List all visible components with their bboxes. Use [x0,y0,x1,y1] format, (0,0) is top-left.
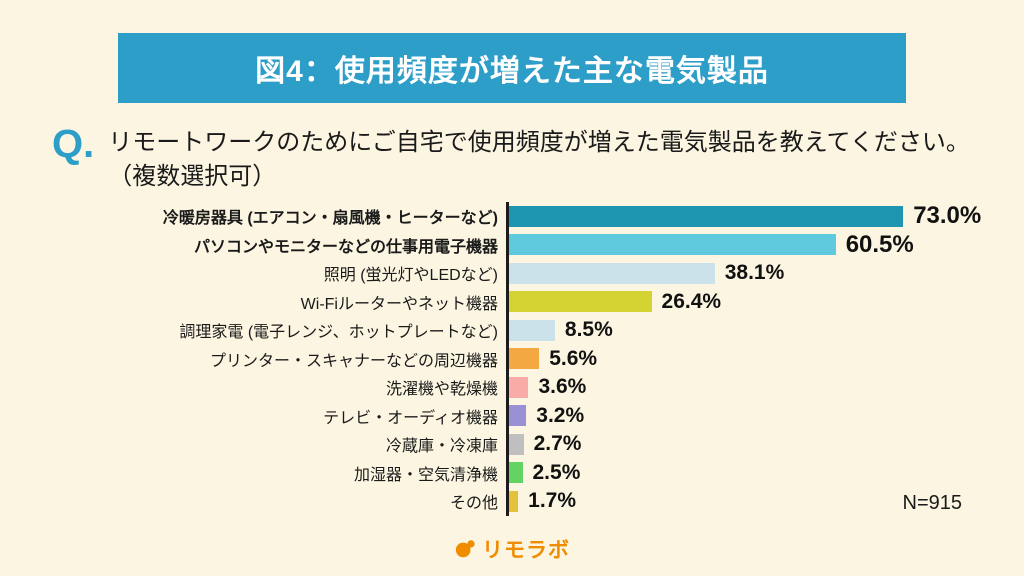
bar-category-label: プリンター・スキャナーなどの周辺機器 [209,352,498,370]
bar-value-label: 5.6% [549,346,598,370]
chart-row: パソコンやモニターなどの仕事用電子機器 60.5% [38,230,998,259]
remolab-logo-text: リモラボ [482,539,570,562]
bar-category-label: Wi-Fiルーターやネット機器 [300,295,498,313]
bar [509,433,524,455]
bar [509,291,652,313]
chart-row: 洗濯機や乾燥機 3.6% [38,373,998,402]
bar [509,234,836,256]
bar-value-label: 38.1% [724,261,785,285]
bar-value-label: 8.5% [564,318,613,342]
chart-row: その他 1.7% [38,487,998,516]
chart-rows: 冷暖房器具 (エアコン・扇風機・ヒーターなど) 73.0% パソコンやモニターなどの… [38,202,998,516]
bar-track: 73.0% [506,202,998,231]
remolab-logo-icon [454,538,476,560]
chart-row: プリンター・スキャナーなどの周辺機器 5.6% [38,344,998,373]
question-mark-label: Q. [52,122,95,166]
bar-track: 38.1% [506,259,998,288]
bar-track: 8.5% [506,316,998,345]
question-line2: （複数選択可） [108,163,277,190]
bar [509,205,904,227]
chart-title-banner: 図4：使用頻度が増えた主な電気製品 [118,33,906,103]
bar-category-label: パソコンやモニターなどの仕事用電子機器 [193,238,498,256]
bar-value-label: 2.5% [532,460,581,484]
question-line1: リモートワークのためにご自宅で使用頻度が増えた電気製品を教えてください。 [108,129,970,156]
bar-category-label: 洗濯機や乾燥機 [385,381,498,399]
bar-chart: 冷暖房器具 (エアコン・扇風機・ヒーターなど) 73.0% パソコンやモニターなどの… [38,202,998,516]
bar-category-label: 調理家電 (電子レンジ、ホットプレートなど) [179,324,498,342]
bar [509,376,529,398]
bar-track: 3.2% [506,401,998,430]
bar-track: 3.6% [506,373,998,402]
bar-category-label: 照明 (蛍光灯やLEDなど) [323,267,498,285]
bar-value-label: 73.0% [913,202,982,230]
chart-title: 図4：使用頻度が増えた主な電気製品 [255,55,769,88]
bar-value-label: 3.6% [538,375,587,399]
bar-value-label: 26.4% [661,289,722,313]
bar-category-label: その他 [449,495,498,513]
bar-category-label: 冷暖房器具 (エアコン・扇風機・ヒーターなど) [162,210,498,228]
chart-row: 照明 (蛍光灯やLEDなど) 38.1% [38,259,998,288]
bar-track: 5.6% [506,344,998,373]
bar-track: 60.5% [506,230,998,259]
chart-row: 調理家電 (電子レンジ、ホットプレートなど) 8.5% [38,316,998,345]
bar [509,490,519,512]
bar [509,462,523,484]
bar [509,405,527,427]
bar-track: 1.7% [506,487,998,516]
bar-category-label: 冷蔵庫・冷凍庫 [385,438,498,456]
survey-question: Q. リモートワークのためにご自宅で使用頻度が増えた電気製品を教えてください。 … [52,122,970,194]
question-text: リモートワークのためにご自宅で使用頻度が増えた電気製品を教えてください。 （複数… [108,126,970,194]
bar-category-label: テレビ・オーディオ機器 [323,409,498,427]
chart-row: テレビ・オーディオ機器 3.2% [38,401,998,430]
bar-value-label: 2.7% [533,432,582,456]
footer: リモラボ [0,534,1024,564]
bar [509,348,540,370]
chart-row: 冷暖房器具 (エアコン・扇風機・ヒーターなど) 73.0% [38,202,998,231]
bar-value-label: 3.2% [536,403,585,427]
bar-value-label: 1.7% [528,489,577,513]
chart-row: 冷蔵庫・冷凍庫 2.7% [38,430,998,459]
bar-track: 2.5% [506,458,998,487]
bar [509,319,555,341]
bar-track: 26.4% [506,287,998,316]
chart-row: 加湿器・空気清浄機 2.5% [38,458,998,487]
bar-track: 2.7% [506,430,998,459]
sample-size: N=915 [902,492,963,514]
bar-category-label: 加湿器・空気清浄機 [353,466,498,484]
bar-value-label: 60.5% [845,230,914,258]
chart-row: Wi-Fiルーターやネット機器 26.4% [38,287,998,316]
bar [509,262,715,284]
